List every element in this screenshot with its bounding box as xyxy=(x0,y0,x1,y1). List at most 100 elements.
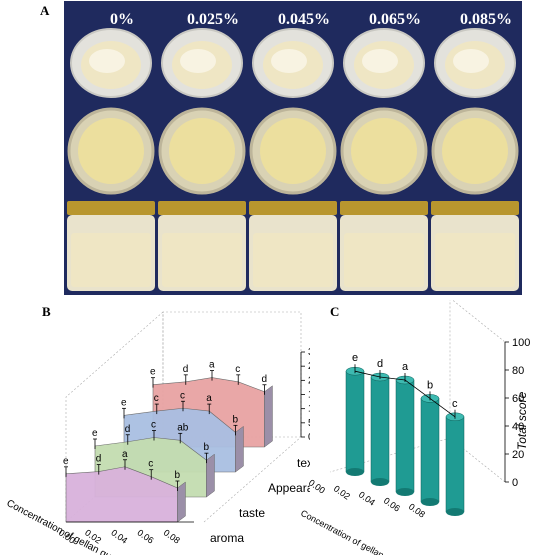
x-tick-label: 0.04 xyxy=(357,489,377,507)
jar-lid-0 xyxy=(67,201,155,215)
series-label-aroma: aroma xyxy=(210,531,244,545)
bar-cylinder xyxy=(345,370,365,473)
bar-base xyxy=(421,498,439,506)
significance-letter: b xyxy=(174,470,180,481)
jar-top-cream-4 xyxy=(442,118,508,184)
cup-mound-0 xyxy=(89,49,125,73)
y-tick-label: 40 xyxy=(512,421,524,433)
area-side-taste xyxy=(206,453,215,498)
significance-letter: e xyxy=(63,456,69,467)
panel-label-b: B xyxy=(42,304,51,319)
y-tick-label: 25 xyxy=(308,361,310,372)
x-tick-label: 0.02 xyxy=(332,483,352,501)
series-label-taste: taste xyxy=(239,506,265,520)
y-tick-label: 60 xyxy=(512,393,524,405)
y-axis-title: Total score xyxy=(515,391,529,450)
y-tick-label: 100 xyxy=(512,337,530,349)
top-edge xyxy=(452,300,506,343)
jar-photograph: 0% 0.025% 0.045% 0.065% 0.085% xyxy=(64,1,522,295)
jar-lid-3 xyxy=(340,201,428,215)
significance-letter: a xyxy=(209,360,215,371)
x-tick-label: 0.08 xyxy=(162,527,182,545)
jar-cream-3 xyxy=(344,233,424,287)
x-tick-label: 0.06 xyxy=(136,527,156,545)
bar-cylinder xyxy=(445,416,465,513)
significance-letter: d xyxy=(125,424,131,435)
concentration-label-0: 0% xyxy=(110,11,134,28)
x-axis-title: Concentration of gellan gum (%) xyxy=(300,508,418,555)
x-tick-label: 0.06 xyxy=(382,495,402,513)
jar-lid-2 xyxy=(249,201,337,215)
x-tick-label: 0.04 xyxy=(109,527,129,545)
y-tick-label: 30 xyxy=(308,347,310,358)
y-tick-label: 10 xyxy=(308,404,310,415)
jar-lid-1 xyxy=(158,201,246,215)
bar-cylinder xyxy=(370,376,390,483)
series-label-texture: texture xyxy=(297,456,310,470)
significance-letter: d xyxy=(96,454,102,465)
concentration-label-4: 0.085% xyxy=(460,11,512,28)
area-side-texture xyxy=(264,385,273,448)
y-tick-label: 5 xyxy=(308,418,310,429)
significance-letter: b xyxy=(203,442,209,453)
y-tick-label: 20 xyxy=(308,375,310,386)
x-tick-label: 0.00 xyxy=(307,477,327,495)
significance-letter: c xyxy=(148,459,153,470)
bar-cylinder xyxy=(395,379,415,493)
jar-top-cream-2 xyxy=(260,118,326,184)
bar-base xyxy=(396,488,414,496)
y-tick-label: 20 xyxy=(512,449,524,461)
significance-letter: e xyxy=(92,428,98,439)
area-side-Appearance xyxy=(235,425,244,473)
bar-base xyxy=(446,508,464,516)
series-label-Appearance: Appearance xyxy=(268,481,310,495)
significance-letter: c xyxy=(154,393,159,404)
area-side-aroma xyxy=(177,481,186,523)
jar-top-cream-1 xyxy=(169,118,235,184)
y-tick-label: 0 xyxy=(512,477,518,489)
bar-cylinder xyxy=(420,398,440,503)
panel-label-c: C xyxy=(330,304,340,319)
significance-letter: b xyxy=(232,414,238,425)
concentration-label-1: 0.025% xyxy=(187,11,239,28)
jar-cream-0 xyxy=(71,233,151,287)
y-tick-label: 0 xyxy=(308,432,310,443)
concentration-label-3: 0.065% xyxy=(369,11,421,28)
bar-base xyxy=(371,478,389,486)
jar-top-cream-3 xyxy=(351,118,417,184)
significance-letter: d xyxy=(183,364,189,375)
cup-mound-3 xyxy=(362,49,398,73)
y-tick-label: 80 xyxy=(512,365,524,377)
significance-letter: a xyxy=(402,361,409,373)
significance-letter: c xyxy=(151,420,156,431)
significance-letter: c xyxy=(235,364,240,375)
concentration-label-2: 0.045% xyxy=(278,11,330,28)
significance-letter: e xyxy=(352,352,358,364)
jar-cream-1 xyxy=(162,233,242,287)
significance-letter: c xyxy=(180,390,185,401)
cup-mound-1 xyxy=(180,49,216,73)
bar-base xyxy=(346,468,364,476)
significance-letter: a xyxy=(122,449,128,460)
jar-lid-4 xyxy=(431,201,519,215)
significance-letter: d xyxy=(261,374,267,385)
significance-letter: e xyxy=(150,367,156,378)
jar-cream-4 xyxy=(435,233,515,287)
significance-letter: ab xyxy=(177,422,189,433)
jar-top-cream-0 xyxy=(78,118,144,184)
significance-letter: a xyxy=(206,393,212,404)
significance-letter: e xyxy=(121,397,127,408)
jar-cream-2 xyxy=(253,233,333,287)
cup-mound-4 xyxy=(453,49,489,73)
cup-mound-2 xyxy=(271,49,307,73)
significance-letter: b xyxy=(427,379,433,391)
trend-line xyxy=(354,370,456,418)
sensory-area-chart: edacdtextureeccabAppearanceedcabbtasteed… xyxy=(5,311,310,555)
significance-letter: d xyxy=(377,358,383,370)
significance-letter: c xyxy=(452,398,458,410)
floor-edge xyxy=(203,436,302,523)
panel-label-a: A xyxy=(40,3,50,18)
jar-illustration xyxy=(67,28,519,291)
y-tick-label: 15 xyxy=(308,390,310,401)
